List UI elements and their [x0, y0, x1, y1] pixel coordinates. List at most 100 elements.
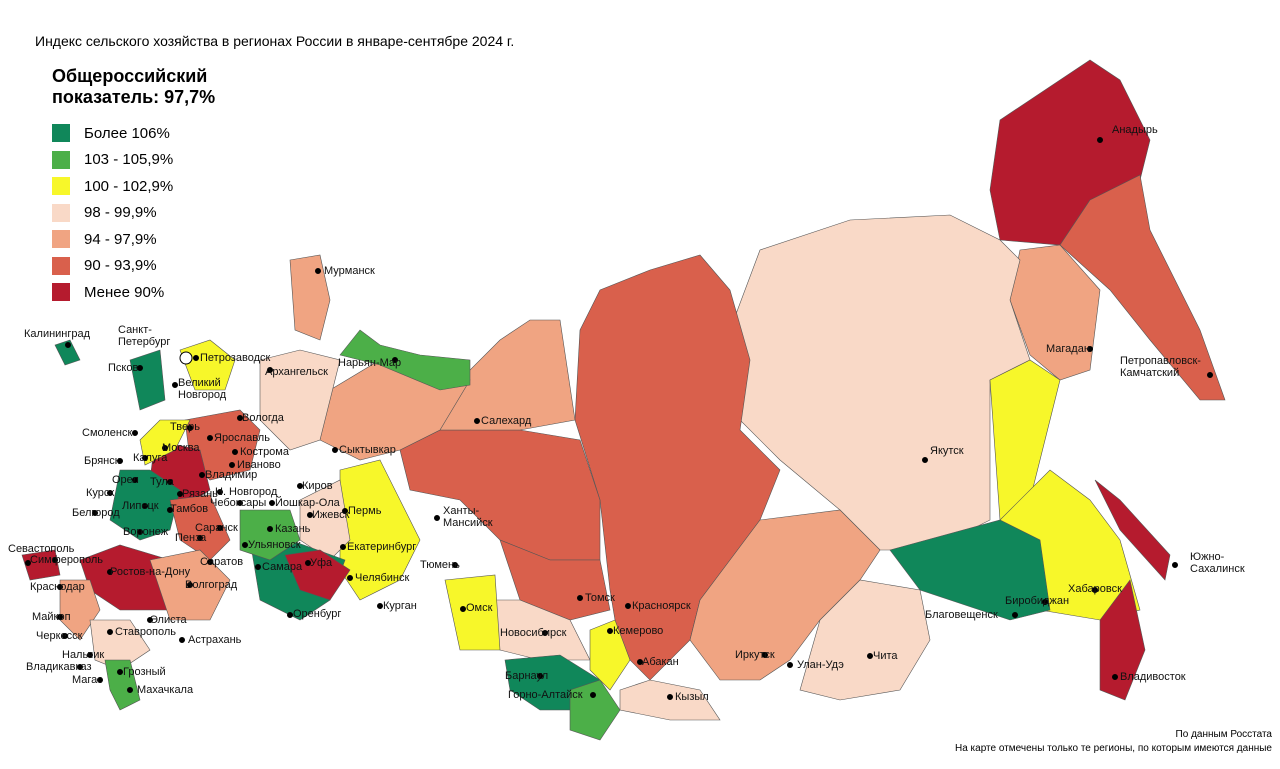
city-dot — [172, 382, 178, 388]
legend-swatch — [52, 256, 70, 275]
city-dot — [625, 603, 631, 609]
city-label: Барнаул — [505, 670, 549, 682]
city-label: Санкт-Петербург — [118, 324, 171, 348]
city-label: Тула — [150, 476, 174, 488]
legend-label: 90 - 93,9% — [84, 257, 157, 274]
city-label: Смоленск — [82, 427, 133, 439]
city-dot — [269, 500, 275, 506]
region — [689, 509, 881, 681]
city-dot — [667, 694, 673, 700]
city-dot — [452, 562, 458, 568]
city-label: Ставрополь — [115, 626, 177, 638]
city-dot — [637, 659, 643, 665]
city-label: Элиста — [150, 614, 187, 626]
city-label: Красноярск — [632, 600, 691, 612]
city-label: Чита — [873, 650, 898, 662]
city-dot — [107, 629, 113, 635]
city-label: Грозный — [123, 666, 166, 678]
city-dot — [117, 458, 123, 464]
city-label: Белгород — [72, 507, 120, 519]
city-dot — [340, 544, 346, 550]
city-label: Нарьян-Мар — [338, 357, 402, 369]
city-label: Казань — [275, 523, 311, 535]
legend-item: 103 - 105,9% — [52, 150, 174, 169]
city-dot — [57, 614, 63, 620]
city-label: Астрахань — [188, 634, 242, 646]
city-dot — [787, 662, 793, 668]
city-dot — [179, 637, 185, 643]
region — [129, 349, 166, 411]
city-dot — [434, 515, 440, 521]
city-dot — [77, 664, 83, 670]
city-dot — [107, 569, 113, 575]
city-dot — [315, 268, 321, 274]
city-label: Владимир — [205, 469, 258, 481]
city-label: Тверь — [170, 421, 200, 433]
city-label: Анадырь — [1112, 124, 1158, 136]
city-label: Курск — [86, 487, 115, 499]
city-label: Петрозаводск — [200, 352, 271, 364]
legend-label: Менее 90% — [84, 283, 165, 301]
region — [569, 679, 621, 741]
city-dot — [142, 455, 148, 461]
city-label: Архангельск — [265, 366, 328, 378]
city-dot — [187, 582, 193, 588]
city-dot — [1012, 612, 1018, 618]
city-dot — [207, 435, 213, 441]
city-label: Краснодар — [30, 581, 85, 593]
city-label: Симферополь — [30, 554, 104, 566]
region — [444, 574, 501, 651]
city-label: Благовещенск — [925, 609, 998, 621]
region — [589, 619, 631, 691]
city-label: Волгоград — [185, 579, 238, 591]
city-dot — [52, 557, 58, 563]
city-label: Магадан — [1046, 343, 1090, 355]
region — [259, 349, 341, 451]
city-label: Йошкар-Ола — [275, 497, 340, 509]
city-dot — [1087, 346, 1093, 352]
city-label: Петропавловск-Камчатский — [1120, 355, 1201, 379]
legend-swatch — [52, 203, 70, 222]
city-dot — [347, 575, 353, 581]
city-dot — [267, 526, 273, 532]
city-label: Киров — [302, 480, 333, 492]
city-label: Н. Новгород — [215, 486, 278, 498]
city-label: Курган — [383, 600, 417, 612]
city-dot — [542, 630, 548, 636]
city-dot — [87, 652, 93, 658]
legend-swatch — [52, 283, 70, 301]
city-dot — [137, 365, 143, 371]
city-label: Псков — [108, 362, 139, 374]
city-dot — [137, 529, 143, 535]
headline: Общероссийский показатель: 97,7% — [52, 66, 216, 107]
city-dot — [1092, 587, 1098, 593]
city-dot — [62, 633, 68, 639]
legend-item: 90 - 93,9% — [52, 256, 157, 275]
city-dot — [305, 560, 311, 566]
city-dot — [167, 507, 173, 513]
city-label: Ижевск — [312, 509, 350, 521]
city-label: Орел — [112, 474, 139, 486]
city-dot — [117, 669, 123, 675]
city-label: Сыктывкар — [339, 444, 396, 456]
city-label: Пермь — [348, 505, 382, 517]
region — [1059, 174, 1226, 401]
city-dot — [127, 687, 133, 693]
city-label: Владивосток — [1120, 671, 1186, 683]
city-label: Хабаровск — [1068, 583, 1122, 595]
legend-item: Более 106% — [52, 124, 170, 142]
city-dot — [197, 535, 203, 541]
legend-label: 100 - 102,9% — [84, 177, 174, 195]
city-label: Воронеж — [123, 526, 169, 538]
city-label: Салехард — [481, 415, 532, 427]
city-dot — [1207, 372, 1213, 378]
city-label: Новосибирск — [500, 627, 567, 639]
legend-label: Более 106% — [84, 124, 170, 142]
city-dot — [57, 584, 63, 590]
legend-label: 103 - 105,9% — [84, 151, 174, 168]
legend-item: 100 - 102,9% — [52, 177, 173, 195]
city-label: Саратов — [200, 556, 244, 568]
legend-item: 94 - 97,9% — [52, 230, 157, 248]
